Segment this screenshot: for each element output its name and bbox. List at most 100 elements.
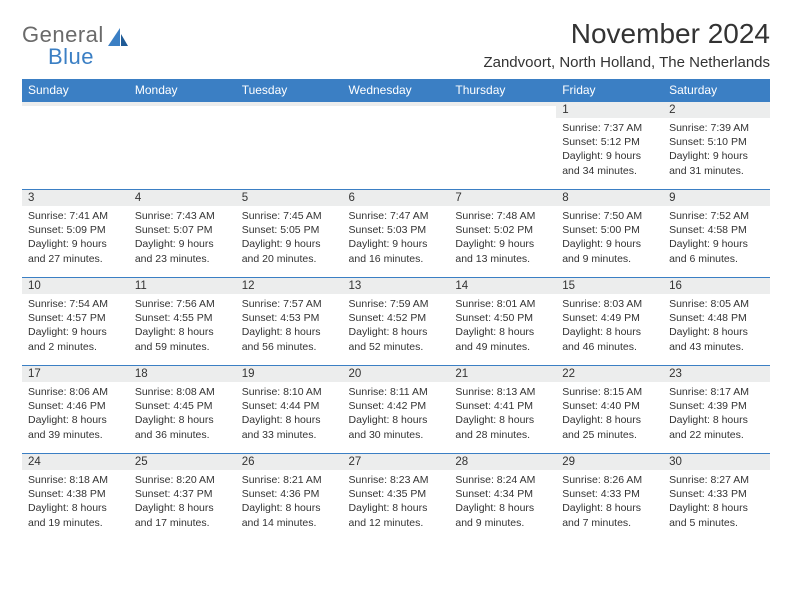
day-content: Sunrise: 7:45 AMSunset: 5:05 PMDaylight:… bbox=[236, 206, 343, 272]
calendar-day-cell: 7Sunrise: 7:48 AMSunset: 5:02 PMDaylight… bbox=[449, 190, 556, 278]
sunset-text: Sunset: 5:05 PM bbox=[242, 223, 337, 237]
sunset-text: Sunset: 4:36 PM bbox=[242, 487, 337, 501]
day-number: 28 bbox=[449, 454, 556, 470]
daylight-text: Daylight: 8 hours bbox=[455, 325, 550, 339]
calendar-day-cell: 6Sunrise: 7:47 AMSunset: 5:03 PMDaylight… bbox=[343, 190, 450, 278]
day-number: 12 bbox=[236, 278, 343, 294]
sunset-text: Sunset: 5:12 PM bbox=[562, 135, 657, 149]
day-content: Sunrise: 8:05 AMSunset: 4:48 PMDaylight:… bbox=[663, 294, 770, 360]
daylight-text: and 31 minutes. bbox=[669, 164, 764, 178]
day-content: Sunrise: 7:57 AMSunset: 4:53 PMDaylight:… bbox=[236, 294, 343, 360]
calendar-day-cell: 9Sunrise: 7:52 AMSunset: 4:58 PMDaylight… bbox=[663, 190, 770, 278]
daylight-text: and 14 minutes. bbox=[242, 516, 337, 530]
calendar-day-cell: 4Sunrise: 7:43 AMSunset: 5:07 PMDaylight… bbox=[129, 190, 236, 278]
day-content: Sunrise: 7:52 AMSunset: 4:58 PMDaylight:… bbox=[663, 206, 770, 272]
sunrise-text: Sunrise: 7:54 AM bbox=[28, 297, 123, 311]
daylight-text: Daylight: 8 hours bbox=[349, 325, 444, 339]
sunset-text: Sunset: 4:39 PM bbox=[669, 399, 764, 413]
daylight-text: and 22 minutes. bbox=[669, 428, 764, 442]
calendar-day-cell: 15Sunrise: 8:03 AMSunset: 4:49 PMDayligh… bbox=[556, 278, 663, 366]
sunrise-text: Sunrise: 8:17 AM bbox=[669, 385, 764, 399]
daylight-text: Daylight: 9 hours bbox=[669, 237, 764, 251]
daylight-text: and 20 minutes. bbox=[242, 252, 337, 266]
calendar-day-cell: 23Sunrise: 8:17 AMSunset: 4:39 PMDayligh… bbox=[663, 366, 770, 454]
day-number: 29 bbox=[556, 454, 663, 470]
sunrise-text: Sunrise: 7:57 AM bbox=[242, 297, 337, 311]
day-number: 9 bbox=[663, 190, 770, 206]
day-number: 30 bbox=[663, 454, 770, 470]
day-number: 7 bbox=[449, 190, 556, 206]
sunset-text: Sunset: 4:53 PM bbox=[242, 311, 337, 325]
day-number: 19 bbox=[236, 366, 343, 382]
calendar-day-cell: 12Sunrise: 7:57 AMSunset: 4:53 PMDayligh… bbox=[236, 278, 343, 366]
day-content: Sunrise: 8:13 AMSunset: 4:41 PMDaylight:… bbox=[449, 382, 556, 448]
daylight-text: and 6 minutes. bbox=[669, 252, 764, 266]
weekday-tuesday: Tuesday bbox=[236, 79, 343, 102]
day-content: Sunrise: 8:08 AMSunset: 4:45 PMDaylight:… bbox=[129, 382, 236, 448]
sunset-text: Sunset: 5:07 PM bbox=[135, 223, 230, 237]
daylight-text: Daylight: 9 hours bbox=[669, 149, 764, 163]
daylight-text: Daylight: 8 hours bbox=[242, 413, 337, 427]
daylight-text: and 5 minutes. bbox=[669, 516, 764, 530]
day-content: Sunrise: 8:15 AMSunset: 4:40 PMDaylight:… bbox=[556, 382, 663, 448]
day-number: 17 bbox=[22, 366, 129, 382]
daylight-text: Daylight: 8 hours bbox=[562, 413, 657, 427]
daylight-text: Daylight: 9 hours bbox=[349, 237, 444, 251]
day-number: 1 bbox=[556, 102, 663, 118]
calendar-day-cell: 30Sunrise: 8:27 AMSunset: 4:33 PMDayligh… bbox=[663, 454, 770, 542]
sunset-text: Sunset: 4:37 PM bbox=[135, 487, 230, 501]
calendar-week-row: 1Sunrise: 7:37 AMSunset: 5:12 PMDaylight… bbox=[22, 102, 770, 190]
sunset-text: Sunset: 4:45 PM bbox=[135, 399, 230, 413]
day-content: Sunrise: 7:39 AMSunset: 5:10 PMDaylight:… bbox=[663, 118, 770, 184]
daylight-text: Daylight: 8 hours bbox=[349, 413, 444, 427]
day-content: Sunrise: 8:03 AMSunset: 4:49 PMDaylight:… bbox=[556, 294, 663, 360]
sunrise-text: Sunrise: 8:18 AM bbox=[28, 473, 123, 487]
calendar-day-cell: 18Sunrise: 8:08 AMSunset: 4:45 PMDayligh… bbox=[129, 366, 236, 454]
sunrise-text: Sunrise: 8:20 AM bbox=[135, 473, 230, 487]
sunset-text: Sunset: 4:33 PM bbox=[562, 487, 657, 501]
sunrise-text: Sunrise: 7:52 AM bbox=[669, 209, 764, 223]
daylight-text: and 36 minutes. bbox=[135, 428, 230, 442]
day-content: Sunrise: 8:24 AMSunset: 4:34 PMDaylight:… bbox=[449, 470, 556, 536]
sunset-text: Sunset: 4:35 PM bbox=[349, 487, 444, 501]
calendar-day-cell: 13Sunrise: 7:59 AMSunset: 4:52 PMDayligh… bbox=[343, 278, 450, 366]
daylight-text: Daylight: 8 hours bbox=[135, 325, 230, 339]
sunrise-text: Sunrise: 8:05 AM bbox=[669, 297, 764, 311]
title-block: November 2024 Zandvoort, North Holland, … bbox=[483, 18, 770, 71]
daylight-text: and 43 minutes. bbox=[669, 340, 764, 354]
weekday-saturday: Saturday bbox=[663, 79, 770, 102]
day-number: 14 bbox=[449, 278, 556, 294]
calendar-day-cell: 11Sunrise: 7:56 AMSunset: 4:55 PMDayligh… bbox=[129, 278, 236, 366]
sunset-text: Sunset: 5:03 PM bbox=[349, 223, 444, 237]
daylight-text: Daylight: 8 hours bbox=[28, 413, 123, 427]
sunrise-text: Sunrise: 7:39 AM bbox=[669, 121, 764, 135]
day-content: Sunrise: 8:06 AMSunset: 4:46 PMDaylight:… bbox=[22, 382, 129, 448]
day-content: Sunrise: 7:48 AMSunset: 5:02 PMDaylight:… bbox=[449, 206, 556, 272]
location: Zandvoort, North Holland, The Netherland… bbox=[483, 54, 770, 71]
day-content bbox=[343, 106, 450, 115]
calendar-day-cell: 10Sunrise: 7:54 AMSunset: 4:57 PMDayligh… bbox=[22, 278, 129, 366]
daylight-text: and 49 minutes. bbox=[455, 340, 550, 354]
calendar-week-row: 3Sunrise: 7:41 AMSunset: 5:09 PMDaylight… bbox=[22, 190, 770, 278]
daylight-text: and 52 minutes. bbox=[349, 340, 444, 354]
sunrise-text: Sunrise: 8:11 AM bbox=[349, 385, 444, 399]
day-number: 18 bbox=[129, 366, 236, 382]
calendar-day-cell: 26Sunrise: 8:21 AMSunset: 4:36 PMDayligh… bbox=[236, 454, 343, 542]
daylight-text: and 28 minutes. bbox=[455, 428, 550, 442]
daylight-text: and 30 minutes. bbox=[349, 428, 444, 442]
day-number: 13 bbox=[343, 278, 450, 294]
calendar-day-cell bbox=[236, 102, 343, 190]
month-title: November 2024 bbox=[483, 18, 770, 50]
day-content: Sunrise: 7:41 AMSunset: 5:09 PMDaylight:… bbox=[22, 206, 129, 272]
sunset-text: Sunset: 4:46 PM bbox=[28, 399, 123, 413]
sunrise-text: Sunrise: 8:13 AM bbox=[455, 385, 550, 399]
daylight-text: Daylight: 8 hours bbox=[669, 501, 764, 515]
sunrise-text: Sunrise: 8:06 AM bbox=[28, 385, 123, 399]
sunrise-text: Sunrise: 7:48 AM bbox=[455, 209, 550, 223]
calendar-week-row: 10Sunrise: 7:54 AMSunset: 4:57 PMDayligh… bbox=[22, 278, 770, 366]
sunset-text: Sunset: 4:49 PM bbox=[562, 311, 657, 325]
calendar-day-cell: 25Sunrise: 8:20 AMSunset: 4:37 PMDayligh… bbox=[129, 454, 236, 542]
day-number: 6 bbox=[343, 190, 450, 206]
daylight-text: and 16 minutes. bbox=[349, 252, 444, 266]
sunset-text: Sunset: 4:33 PM bbox=[669, 487, 764, 501]
